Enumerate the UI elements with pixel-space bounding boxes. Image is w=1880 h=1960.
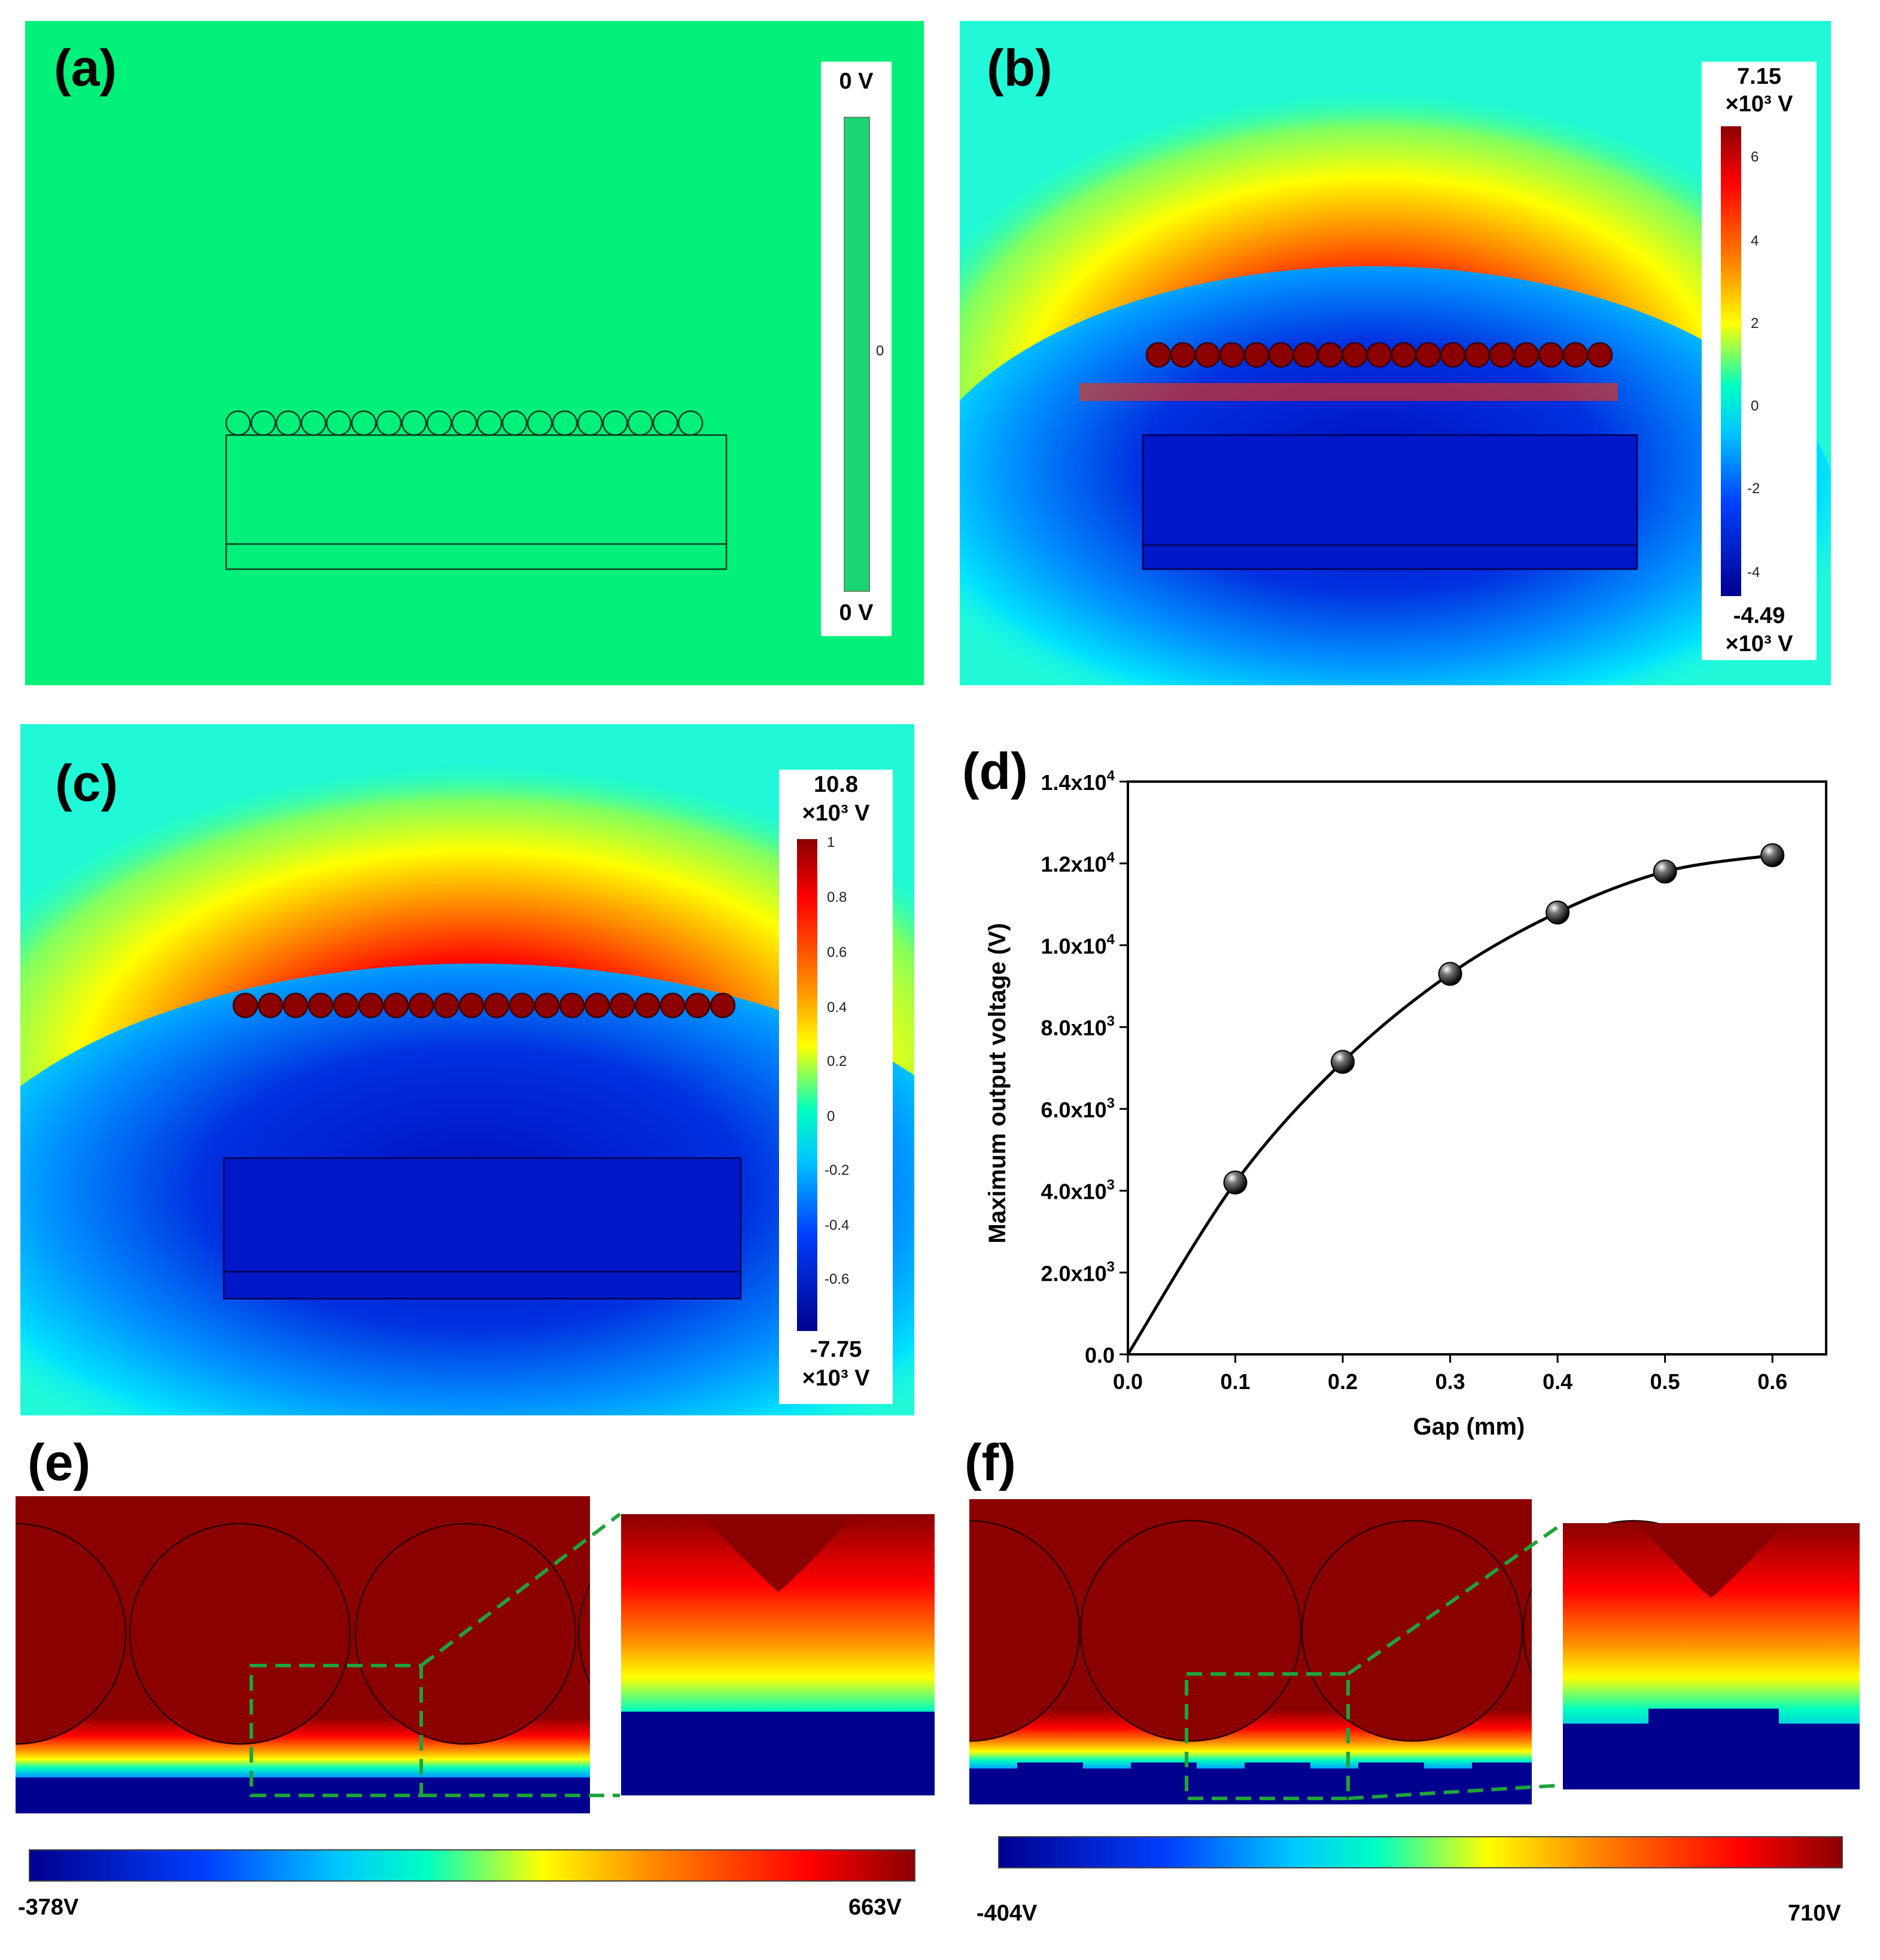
zoom-box <box>250 1664 423 1797</box>
colorbar-tick: 0.4 <box>827 999 847 1016</box>
colorbar-tick: 6 <box>1751 149 1759 165</box>
plot-frame <box>1127 780 1827 1356</box>
x-axis-label: Gap (mm) <box>1413 1414 1525 1440</box>
panel-d-chart: Maximum output voltage (V) Gap (mm) 0.0 0… <box>984 768 1827 1440</box>
fiber-row <box>1145 342 1613 368</box>
data-point <box>1546 900 1570 925</box>
panel-b-field <box>960 21 1831 685</box>
colorbar-min-unit: ×10³ V <box>1725 631 1793 657</box>
colorbar-min-unit: ×10³ V <box>802 1366 870 1391</box>
colorbar-min-label: 0 V <box>839 600 874 625</box>
panel-e-colorbar <box>29 1849 915 1882</box>
colorbar-bar <box>797 839 817 1331</box>
colorbar-tick: 0 <box>876 343 884 359</box>
x-tick-label: 0.4 <box>1543 1369 1572 1394</box>
fit-curve <box>1126 853 1773 1356</box>
y-tick-label: 1.2x104 <box>1041 850 1115 877</box>
data-point <box>1223 1170 1248 1195</box>
panel-c-label: (c) <box>55 755 118 812</box>
y-tick-label: 1.0x104 <box>1041 931 1115 958</box>
x-tick-label: 0.3 <box>1435 1369 1465 1394</box>
colorbar-max-label: 663V <box>848 1895 902 1920</box>
fiber-row <box>232 992 736 1019</box>
panel-b-colorbar: 7.15 ×10³ V 6 4 2 0 -2 -4 -4.49 ×10³ V <box>1702 62 1817 660</box>
colorbar-max-unit: ×10³ V <box>1725 92 1793 117</box>
x-tick-label: 0.0 <box>1113 1369 1143 1394</box>
colorbar-tick: 1 <box>827 834 835 850</box>
colorbar-tick: 2 <box>1751 315 1759 332</box>
colorbar-tick: -0.4 <box>825 1217 850 1233</box>
y-tick-label: 0.0 <box>1085 1343 1115 1368</box>
panel-a-geometry <box>225 410 728 570</box>
x-tick-label: 0.2 <box>1328 1369 1358 1394</box>
panel-e-label: (e) <box>28 1434 91 1491</box>
colorbar-tick: -0.2 <box>825 1162 850 1178</box>
panel-f-field <box>969 1499 1860 1822</box>
panel-e-field <box>16 1496 935 1822</box>
colorbar-min-value: -7.75 <box>810 1337 862 1362</box>
data-point <box>1331 1050 1355 1074</box>
substrate <box>1142 434 1638 570</box>
colorbar-min-label: -404V <box>976 1901 1038 1926</box>
y-tick-label: 4.0x103 <box>1041 1177 1115 1204</box>
x-tick-label: 0.1 <box>1221 1369 1251 1394</box>
colorbar-tick: 4 <box>1751 233 1759 249</box>
x-tick-label: 0.6 <box>1757 1369 1787 1394</box>
panel-f-colorbar <box>998 1836 1843 1868</box>
colorbar-tick: 0 <box>827 1108 835 1125</box>
substrate <box>225 434 728 570</box>
y-tick-label: 1.4x104 <box>1041 768 1115 795</box>
panel-c-field <box>20 724 914 1415</box>
colorbar-min-label: -378V <box>18 1895 79 1920</box>
panel-a-colorbar: 0 V 0 0 V <box>821 62 892 636</box>
panel-b-label: (b) <box>987 39 1052 97</box>
colorbar-bar <box>844 117 870 592</box>
panel-c-colorbar: 10.8 ×10³ V 1 0.8 0.6 0.4 0.2 0 -0.2 -0.… <box>779 770 893 1404</box>
y-tick-label: 2.0x103 <box>1041 1259 1115 1286</box>
colorbar-tick: 0.2 <box>827 1053 847 1069</box>
colorbar-max-value: 10.8 <box>814 772 858 797</box>
colorbar-tick: 0 <box>1751 398 1759 414</box>
colorbar-tick: 0.6 <box>827 944 847 961</box>
colorbar-tick: -0.6 <box>825 1271 850 1287</box>
panel-f-label: (f) <box>965 1434 1016 1491</box>
y-axis-label: Maximum output voltage (V) <box>984 923 1011 1244</box>
panel-c: (c) 10.8 ×10³ V 1 0.8 0.6 0.4 0.2 0 -0.2… <box>20 724 914 1415</box>
fiber-row <box>225 410 704 436</box>
colorbar-tick: -2 <box>1747 481 1760 497</box>
data-point <box>1653 859 1677 884</box>
data-point <box>1760 843 1785 868</box>
zoom-box <box>1185 1672 1350 1800</box>
data-point <box>1438 962 1462 986</box>
y-tick-label: 8.0x103 <box>1041 1013 1115 1040</box>
colorbar-max-unit: ×10³ V <box>802 801 870 826</box>
colorbar-max-label: 710V <box>1788 1901 1841 1926</box>
y-tick-label: 6.0x103 <box>1041 1095 1115 1122</box>
colorbar-tick: -4 <box>1747 564 1760 581</box>
x-tick-label: 0.5 <box>1650 1369 1680 1394</box>
panel-d-label: (d) <box>962 743 1028 800</box>
colorbar-bar <box>1721 126 1741 596</box>
zoom-inset <box>1563 1523 1860 1789</box>
panel-b: (b) 7.15 ×10³ V 6 4 2 0 -2 -4 -4.49 ×10³… <box>960 21 1831 685</box>
colorbar-tick: 0.8 <box>827 889 847 905</box>
panel-a-label: (a) <box>54 39 117 97</box>
zoom-inset <box>621 1514 935 1795</box>
colorbar-max-label: 0 V <box>839 69 874 94</box>
panel-a: (a) 0 V 0 0 V <box>25 21 924 685</box>
colorbar-min-value: -4.49 <box>1733 603 1785 628</box>
colorbar-max-value: 7.15 <box>1737 64 1781 89</box>
substrate <box>223 1157 742 1300</box>
